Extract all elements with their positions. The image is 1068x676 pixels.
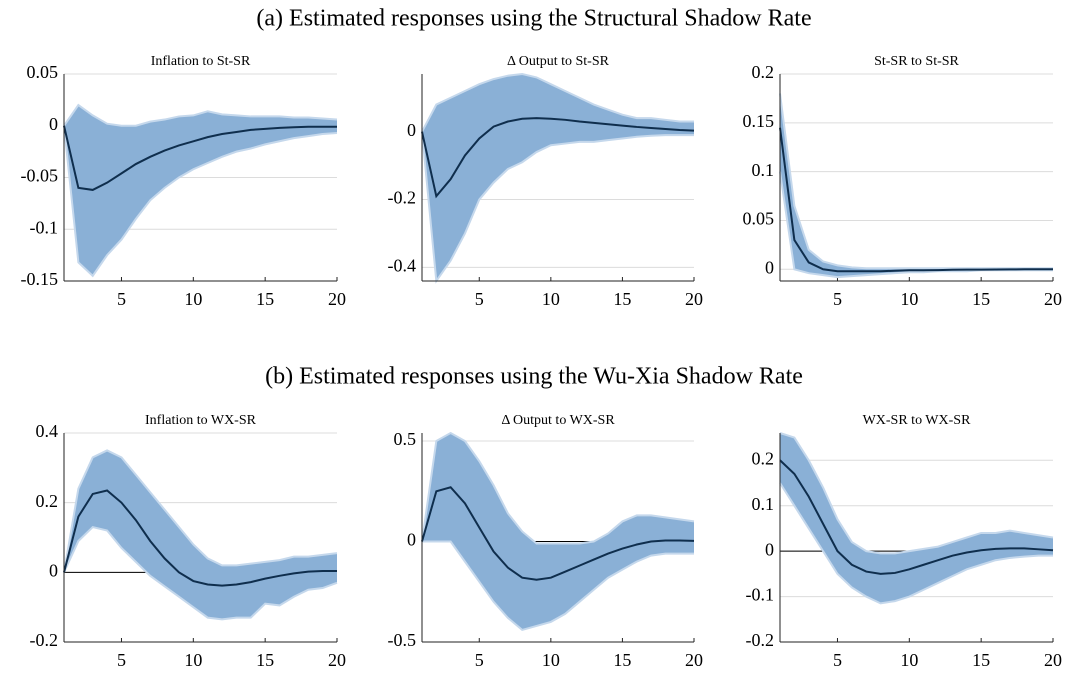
x-tick-label: 15: [613, 650, 631, 670]
band-upper: [779, 93, 1053, 270]
band-fill: [422, 433, 694, 630]
y-tick-label: 0.1: [752, 494, 775, 514]
panel: Inflation to WX-SR -0.2 0 0.2 0.4 5 10 15 20: [30, 413, 347, 670]
median-line: [779, 459, 1054, 575]
band-upper: [63, 103, 338, 127]
x-tick-label: 20: [685, 650, 703, 670]
x-tick-label: 20: [685, 289, 703, 309]
band-fill: [64, 450, 337, 620]
x-tick-label: 10: [900, 650, 918, 670]
panel: St-SR to St-SR 0 0.05 0.1 0.15 0.2 5 10 15 20: [743, 54, 1063, 309]
y-tick-label: -0.1: [30, 217, 59, 237]
band-lower: [63, 125, 338, 278]
x-tick-label: 10: [900, 289, 918, 309]
y-tick-label: 0.2: [752, 448, 775, 468]
panel-title: Δ Output to WX-SR: [501, 413, 615, 428]
y-tick-label: 0: [407, 530, 416, 550]
y-tick-label: 0.2: [752, 62, 775, 82]
y-tick-label: 0.05: [27, 62, 59, 82]
band-upper: [421, 431, 695, 545]
y-tick-label: 0: [407, 120, 416, 140]
band-fill: [780, 93, 1053, 278]
panel: WX-SR to WX-SR -0.2 -0.1 0 0.1 0.2 5 10 15 20: [746, 413, 1063, 670]
x-tick-label: 20: [328, 289, 346, 309]
y-tick-label: -0.5: [388, 630, 417, 650]
band-lower: [422, 540, 694, 632]
y-tick-label: 0: [765, 539, 774, 559]
y-tick-label: 0.5: [394, 429, 417, 449]
y-tick-label: 0.1: [752, 160, 775, 180]
x-tick-label: 15: [613, 289, 631, 309]
section-title: (a) Estimated responses using the Struct…: [256, 6, 811, 32]
y-tick-label: -0.05: [21, 166, 59, 186]
band-upper: [421, 72, 694, 133]
y-tick-label: -0.15: [21, 269, 59, 289]
band-fill: [422, 74, 694, 281]
y-tick-label: -0.2: [746, 630, 775, 650]
x-tick-label: 15: [972, 650, 990, 670]
y-tick-label: 0.15: [743, 111, 775, 131]
median-line: [779, 127, 1053, 273]
panel-title: Inflation to WX-SR: [145, 413, 257, 428]
x-tick-label: 10: [184, 650, 202, 670]
panel: Δ Output to St-SR -0.4 -0.2 0 5 10 15 20: [388, 54, 704, 309]
panel-title: St-SR to St-SR: [874, 54, 959, 69]
band-lower: [421, 131, 694, 284]
x-tick-label: 15: [972, 289, 990, 309]
x-tick-label: 5: [117, 289, 126, 309]
y-tick-label: -0.4: [388, 256, 417, 276]
x-tick-label: 15: [256, 289, 274, 309]
x-tick-label: 15: [256, 650, 274, 670]
median-line: [63, 125, 337, 191]
x-tick-label: 5: [475, 289, 484, 309]
panel: Inflation to St-SR -0.15 -0.1 -0.05 0 0.05 5 10…: [21, 54, 347, 309]
band-fill: [64, 105, 337, 276]
band-lower: [63, 525, 338, 621]
x-tick-label: 20: [1044, 289, 1062, 309]
y-tick-label: 0: [49, 114, 58, 134]
y-tick-label: 0.2: [36, 491, 59, 511]
panel-title: Inflation to St-SR: [151, 54, 251, 69]
y-tick-label: 0.05: [743, 209, 775, 229]
y-tick-label: -0.2: [30, 630, 59, 650]
x-tick-label: 5: [833, 289, 842, 309]
panel-title: Δ Output to St-SR: [507, 54, 610, 69]
x-tick-label: 5: [833, 650, 842, 670]
section-title: (b) Estimated responses using the Wu-Xia…: [265, 364, 803, 390]
y-tick-label: -0.1: [746, 585, 775, 605]
median-line: [421, 117, 695, 199]
panel-title: WX-SR to WX-SR: [863, 413, 972, 428]
x-tick-label: 5: [475, 650, 484, 670]
x-tick-label: 20: [328, 650, 346, 670]
x-tick-label: 10: [542, 289, 560, 309]
median-line: [63, 489, 337, 587]
y-tick-label: 0: [49, 560, 58, 580]
y-tick-label: -0.2: [388, 188, 417, 208]
x-tick-label: 5: [117, 650, 126, 670]
band-upper: [779, 432, 1054, 555]
y-tick-label: 0: [765, 257, 774, 277]
y-tick-label: 0.4: [36, 421, 59, 441]
x-tick-label: 10: [184, 289, 202, 309]
x-tick-label: 10: [542, 650, 560, 670]
band-upper: [63, 449, 338, 573]
x-tick-label: 20: [1044, 650, 1062, 670]
panel: Δ Output to WX-SR -0.5 0 0.5 5 10 15 20: [388, 413, 704, 670]
median-line: [421, 486, 695, 581]
band-lower: [779, 482, 1053, 605]
